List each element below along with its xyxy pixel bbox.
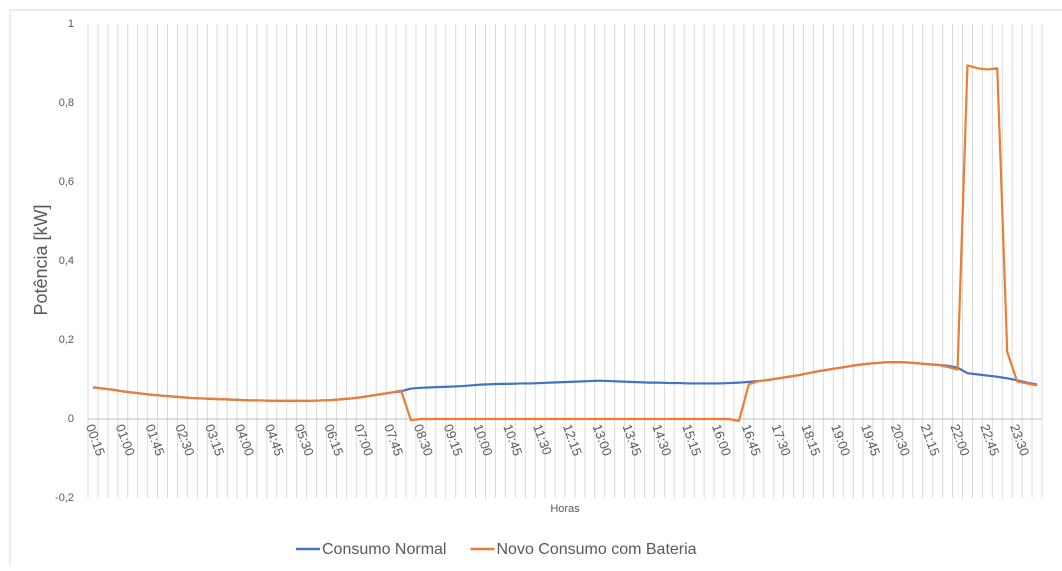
y-tick-label: 0,4 [59, 255, 74, 267]
x-tick-label: 01:00 [113, 422, 138, 458]
x-axis-label: Horas [550, 503, 580, 515]
x-tick-label: 11:30 [530, 422, 555, 457]
x-tick-label: 16:45 [739, 422, 764, 458]
y-tick-label: 0,8 [59, 97, 74, 109]
data-line [92, 64, 1038, 423]
y-axis-label: Potência [kW] [31, 204, 51, 315]
x-tick-label: 13:45 [620, 422, 645, 458]
x-tick-label: 10:00 [470, 422, 495, 458]
x-tick-label: 04:00 [232, 422, 257, 458]
x-tick-label: 17:30 [769, 422, 794, 458]
x-tick-label: 05:30 [292, 422, 317, 458]
x-tick-label: 02:30 [172, 422, 197, 458]
legend-label: Consumo Normal [322, 541, 446, 558]
x-tick-label: 13:00 [590, 422, 615, 458]
x-tick-label: 08:30 [411, 422, 436, 458]
x-tick-label: 00:15 [83, 422, 108, 458]
x-tick-label: 23:30 [1007, 422, 1032, 458]
x-tick-label: 18:15 [798, 422, 823, 458]
x-tick-label: 21:15 [918, 422, 943, 458]
x-tick-label: 20:30 [888, 422, 913, 458]
y-tick-label: 0,2 [59, 334, 74, 346]
x-tick-label: 07:00 [351, 422, 376, 458]
y-tick-label: 0,6 [59, 176, 74, 188]
x-tick-label: 07:45 [381, 422, 406, 458]
x-tick-label: 19:00 [828, 422, 853, 458]
x-tick-label: 19:45 [858, 422, 883, 458]
x-tick-label: 10:45 [500, 422, 525, 458]
x-tick-label: 01:45 [143, 422, 168, 458]
x-tick-label: 22:00 [947, 422, 972, 458]
x-tick-label: 06:15 [321, 422, 346, 458]
legend-label: Novo Consumo com Bateria [496, 541, 696, 558]
x-tick-label: 03:15 [202, 422, 227, 458]
x-tick-label: 04:45 [262, 422, 287, 458]
y-tick-label: -0,2 [55, 492, 74, 504]
y-tick-label: 1 [68, 18, 74, 30]
x-tick-label: 14:30 [649, 422, 674, 458]
x-tick-label: 12:15 [560, 422, 585, 458]
x-tick-label: 22:45 [977, 422, 1002, 458]
x-tick-label: 09:15 [441, 422, 466, 458]
x-tick-label: 16:00 [709, 422, 734, 458]
x-tick-label: 15:15 [679, 422, 704, 458]
y-tick-label: 0 [68, 413, 74, 425]
